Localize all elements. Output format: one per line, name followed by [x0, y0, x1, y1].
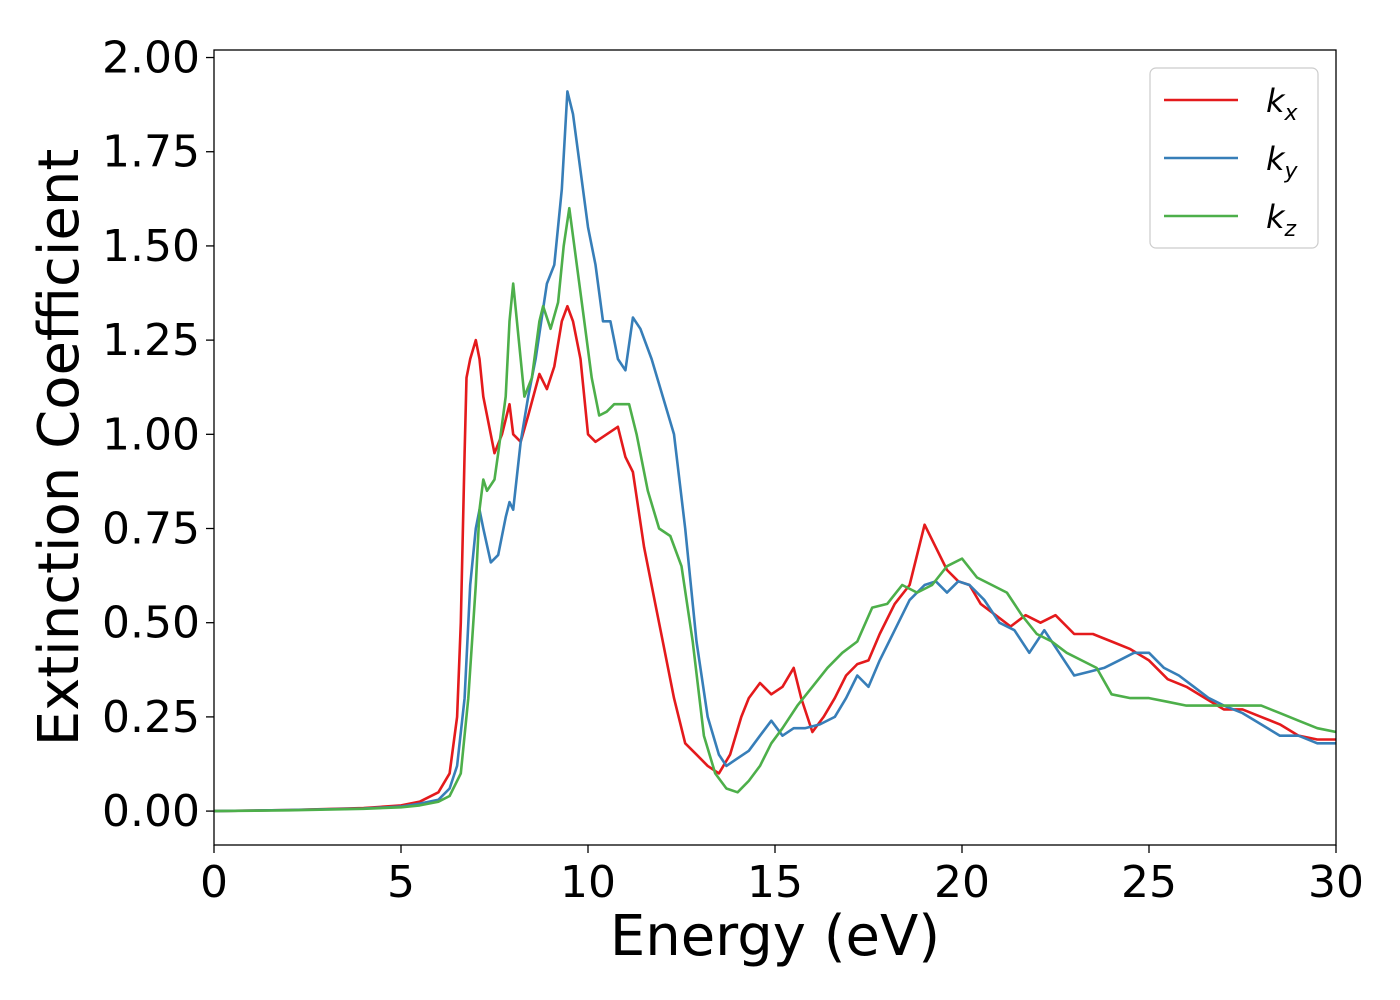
y-tick-label: 1.25: [102, 315, 200, 366]
y-tick-label: 1.75: [102, 127, 200, 178]
series-line-kz: [214, 206, 1336, 813]
x-tick-label: 0: [200, 857, 228, 908]
y-tick-label: 0.50: [102, 598, 200, 649]
x-axis-title: Energy (eV): [610, 904, 940, 969]
x-tick-label: 20: [934, 857, 990, 908]
y-tick-label: 2.00: [102, 33, 200, 84]
series-line-kx: [214, 304, 1336, 813]
y-tick-label: 0.00: [102, 786, 200, 837]
legend-label-base: k: [1266, 82, 1286, 120]
y-axis-ticks: 0.00 0.25 0.50 0.75 1.00 1.25 1.50 1.75 2.00: [102, 33, 214, 837]
x-tick-label: 30: [1308, 857, 1364, 908]
legend-label-base: k: [1266, 140, 1286, 178]
y-tick-label: 0.25: [102, 692, 200, 743]
x-tick-label: 10: [560, 857, 616, 908]
legend-label-subscript: y: [1284, 159, 1299, 184]
legend-label-ky: ky: [1266, 140, 1299, 184]
y-tick-label: 1.00: [102, 409, 200, 460]
legend-label-subscript: x: [1284, 101, 1299, 126]
legend-label-base: k: [1266, 198, 1286, 236]
plot-lines: [214, 90, 1336, 813]
x-axis-ticks: 0 5 10 15 20 25 30: [200, 845, 1364, 908]
y-axis-title: Extinction Coefficient: [27, 149, 92, 747]
y-tick-label: 1.50: [102, 221, 200, 272]
x-tick-label: 15: [747, 857, 803, 908]
series-line-ky: [214, 90, 1336, 813]
x-tick-label: 25: [1121, 857, 1177, 908]
legend-label-subscript: z: [1284, 217, 1297, 242]
legend-label-kz: kz: [1266, 198, 1297, 242]
x-tick-label: 5: [387, 857, 415, 908]
y-tick-label: 0.75: [102, 504, 200, 555]
legend-label-kx: kx: [1266, 82, 1299, 126]
